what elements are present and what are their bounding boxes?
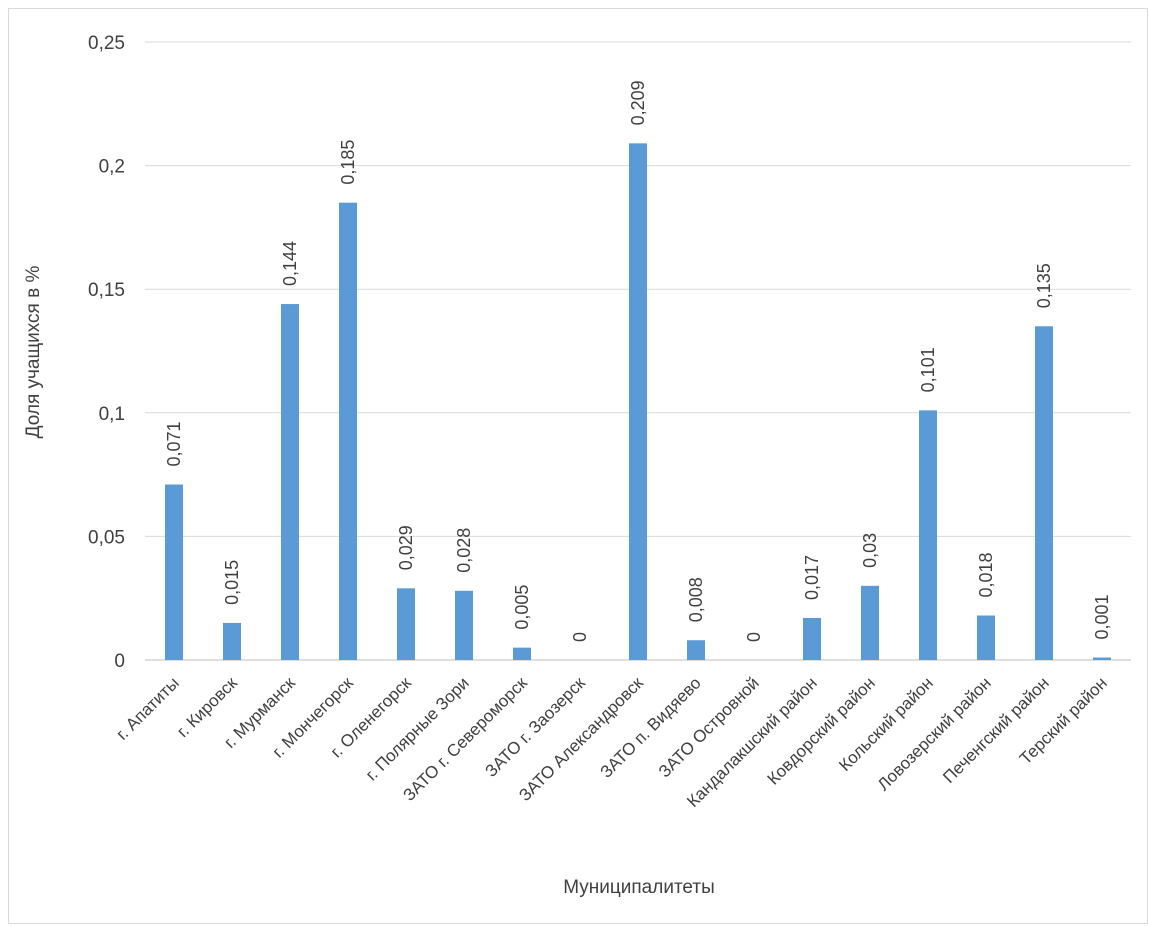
data-label: 0 (570, 632, 590, 642)
x-tick-label: г. Апатиты (112, 673, 182, 743)
x-tick-label: ЗАТО г. Заозерск (481, 673, 589, 781)
x-tick-label: ЗАТО Островной (655, 673, 763, 781)
data-label: 0,101 (918, 347, 938, 392)
data-label: 0,03 (860, 533, 880, 568)
y-axis-ticks: 0 0,05 0,1 0,15 0,2 0,25 (88, 33, 125, 672)
bar (339, 202, 357, 660)
data-label: 0,144 (280, 241, 300, 286)
data-label: 0,029 (396, 525, 416, 570)
bar (919, 410, 937, 660)
bars (165, 143, 1111, 661)
bar (281, 304, 299, 660)
bar (1035, 326, 1053, 660)
data-label: 0 (744, 632, 764, 642)
y-tick-label: 0,2 (99, 157, 125, 178)
data-label: 0,008 (686, 577, 706, 622)
data-label: 0,015 (222, 560, 242, 605)
data-label: 0,017 (802, 555, 822, 600)
data-label: 0,028 (454, 528, 474, 573)
bar (513, 647, 531, 660)
bar (223, 622, 241, 660)
bar (1093, 657, 1111, 660)
bar (165, 484, 183, 660)
y-tick-label: 0,1 (99, 404, 125, 425)
x-tick-label: Ловозерский район (874, 673, 995, 794)
bar (977, 615, 995, 660)
bar (455, 590, 473, 660)
data-label: 0,209 (628, 80, 648, 125)
x-axis-title: Муниципалитеты (563, 877, 714, 898)
y-tick-label: 0,05 (88, 527, 125, 548)
bar (687, 640, 705, 660)
y-tick-label: 0 (114, 651, 125, 672)
data-label: 0,005 (512, 585, 532, 630)
bar (629, 143, 647, 661)
data-label: 0,018 (976, 552, 996, 597)
data-label: 0,071 (164, 421, 184, 466)
bar (803, 617, 821, 660)
y-tick-label: 0,15 (88, 280, 125, 301)
bar (861, 585, 879, 660)
x-tick-label: Ковдорский район (764, 673, 879, 788)
gridlines (145, 41, 1131, 661)
bar (397, 588, 415, 660)
x-tick-label: г. Полярные Зори (362, 673, 473, 784)
data-labels: 0,071 0,015 0,144 0,185 0,029 0,028 0,005 0 0,20… (164, 80, 1112, 642)
data-label: 0,001 (1092, 594, 1112, 639)
x-tick-label: Печенгский район (939, 673, 1053, 787)
data-label: 0,135 (1034, 263, 1054, 308)
chart-frame (8, 8, 1148, 924)
data-label: 0,185 (338, 140, 358, 185)
y-tick-label: 0,25 (88, 33, 125, 54)
y-axis-title: Доля учащихся в % (23, 266, 44, 439)
x-tick-label: ЗАТО п. Видяево (596, 673, 704, 781)
